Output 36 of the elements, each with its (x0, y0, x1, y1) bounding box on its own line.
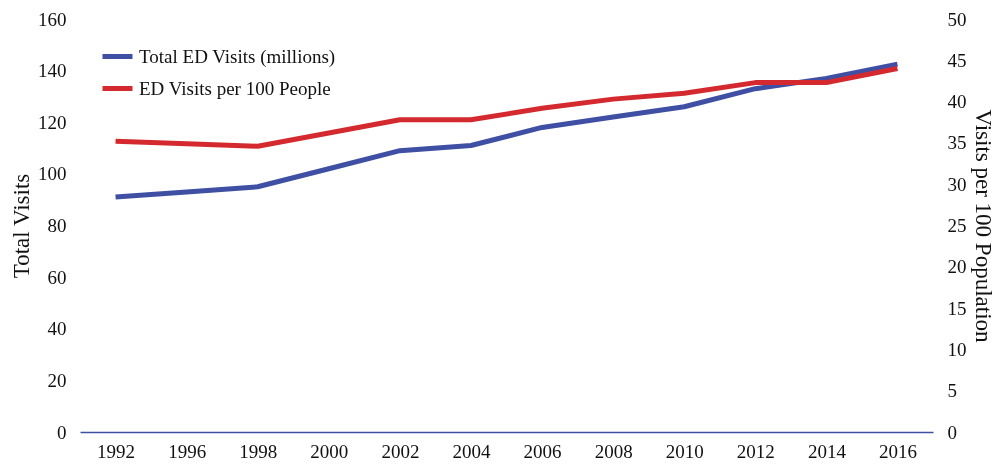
y-tick-label: 60 (47, 266, 67, 288)
y2-tick-label: 5 (947, 380, 957, 402)
x-tick-label: 2008 (594, 440, 633, 462)
y2-tick-label: 30 (947, 173, 967, 195)
x-tick-label: 1998 (239, 440, 278, 462)
y-tick-label: 120 (38, 111, 67, 133)
y-tick-label: 40 (47, 318, 67, 340)
y2-tick-label: 25 (947, 215, 967, 236)
y-tick-label: 100 (38, 163, 67, 185)
x-tick-label: 2010 (665, 440, 704, 462)
x-tick-label: 2004 (452, 440, 491, 462)
y-tick-label: 80 (47, 215, 67, 236)
y-tick-label: 20 (47, 369, 67, 391)
y2-tick-label: 15 (947, 297, 967, 319)
y-tick-label: 0 (57, 421, 67, 443)
y-tick-label: 160 (38, 8, 67, 30)
x-tick-label: 1996 (168, 440, 207, 462)
x-tick-label: 2014 (807, 440, 847, 462)
legend-label: Total ED Visits (millions) (139, 45, 336, 68)
legend-label: ED Visits per 100 People (139, 77, 331, 99)
x-tick-label: 2002 (381, 440, 420, 462)
y2-tick-label: 40 (947, 91, 967, 113)
x-tick-label: 1992 (97, 440, 136, 462)
x-tick-label: 2006 (523, 440, 562, 462)
y2-tick-label: 10 (947, 338, 967, 360)
y2-tick-label: 50 (947, 8, 967, 30)
y2-tick-label: 20 (947, 256, 967, 278)
y2-axis-title: Visits per 100 Population (970, 109, 996, 344)
y2-tick-label: 35 (947, 132, 967, 154)
y2-tick-label: 0 (947, 421, 957, 443)
x-tick-label: 2000 (310, 440, 349, 462)
x-tick-label: 2012 (736, 440, 775, 462)
y2-tick-label: 45 (947, 49, 967, 71)
y-tick-label: 140 (38, 60, 67, 82)
y-axis-title: Total Visits (9, 173, 34, 279)
x-tick-label: 2016 (878, 440, 917, 462)
